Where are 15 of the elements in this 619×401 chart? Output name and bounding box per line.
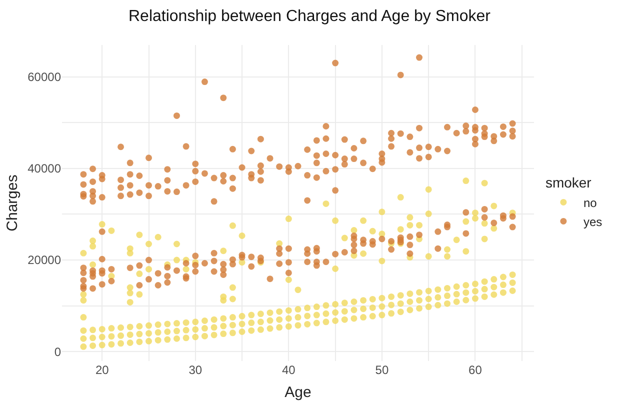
x-tick-label: 40 <box>282 363 296 377</box>
legend-label: no <box>583 196 598 210</box>
y-tick-label: 60000 <box>28 70 62 84</box>
legend-title: smoker <box>545 174 592 191</box>
x-tick-label: 30 <box>188 363 202 377</box>
chart-title: Relationship between Charges and Age by Smoker <box>128 8 492 26</box>
y-axis-title: Charges <box>4 174 21 232</box>
x-tick-label: 20 <box>95 363 110 377</box>
y-tick-label: 20000 <box>28 253 62 268</box>
y-tick-label: 0 <box>54 344 62 359</box>
x-tick-label: 50 <box>375 363 389 377</box>
y-tick-label: 40000 <box>28 162 62 176</box>
x-axis-title: Age <box>284 384 312 401</box>
x-tick-label: 60 <box>468 363 482 377</box>
legend-label: yes <box>583 214 602 229</box>
